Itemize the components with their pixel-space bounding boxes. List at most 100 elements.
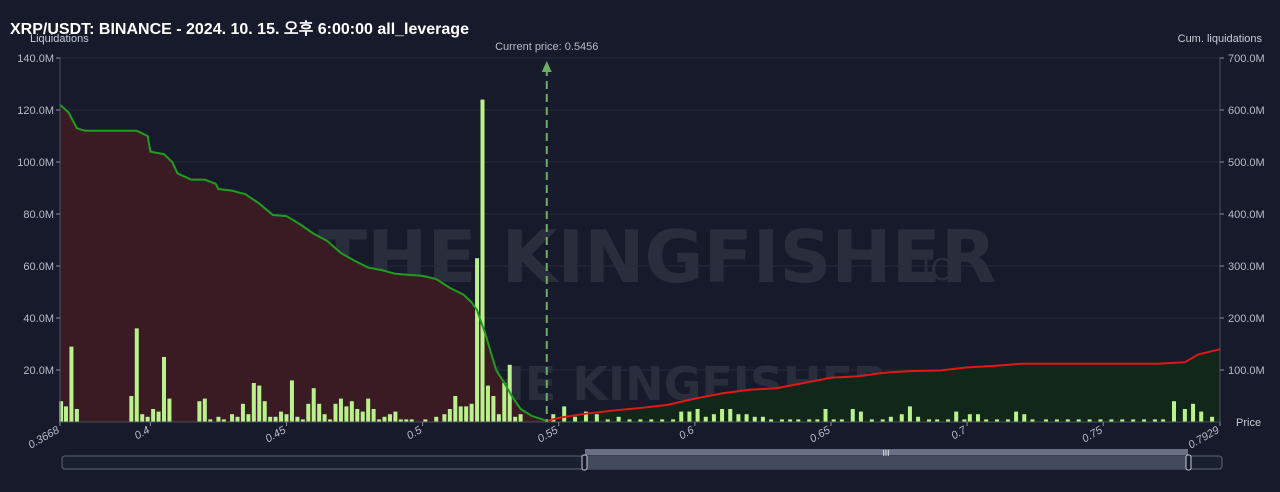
bar-5 bbox=[134, 328, 139, 422]
bar-28 bbox=[289, 380, 294, 422]
slider-left-handle[interactable] bbox=[581, 454, 588, 471]
bar-102 bbox=[869, 419, 874, 422]
bar-111 bbox=[954, 411, 959, 422]
bar-120 bbox=[1030, 419, 1035, 422]
bar-77 bbox=[649, 419, 654, 422]
x-tick-label-1: 0.4 bbox=[133, 424, 152, 442]
bar-64 bbox=[502, 383, 507, 422]
bar-48 bbox=[398, 419, 403, 422]
y-right-tick-label-6: 700.0M bbox=[1228, 53, 1265, 65]
bar-47 bbox=[393, 411, 398, 422]
y-right-tick-label-5: 600.0M bbox=[1228, 105, 1265, 117]
y-left-tick-label-1: 40.0M bbox=[23, 313, 54, 325]
bar-16 bbox=[221, 419, 226, 422]
bar-19 bbox=[240, 403, 245, 422]
bar-35 bbox=[328, 419, 333, 422]
bar-40 bbox=[355, 409, 360, 422]
range-slider[interactable]: III bbox=[61, 449, 1223, 471]
bar-73 bbox=[605, 419, 610, 422]
bar-18 bbox=[235, 416, 240, 422]
bar-71 bbox=[583, 411, 588, 422]
bar-32 bbox=[311, 388, 316, 422]
bar-129 bbox=[1131, 419, 1136, 422]
bar-59 bbox=[475, 258, 480, 422]
long-liquidation-area bbox=[546, 349, 1220, 422]
bar-84 bbox=[711, 414, 716, 422]
bar-29 bbox=[295, 416, 300, 422]
bar-81 bbox=[687, 411, 692, 422]
y-left-tick-label-5: 120.0M bbox=[17, 105, 54, 117]
y-right-tick-label-4: 500.0M bbox=[1228, 157, 1265, 169]
bar-26 bbox=[279, 411, 284, 422]
bar-46 bbox=[387, 414, 392, 422]
bar-62 bbox=[491, 396, 496, 422]
y-left-tick-label-3: 80.0M bbox=[23, 209, 54, 221]
bar-1 bbox=[63, 406, 68, 422]
bar-117 bbox=[1005, 419, 1010, 422]
bar-41 bbox=[360, 411, 365, 422]
watermark-suffix-large: .IO bbox=[912, 253, 954, 288]
bar-106 bbox=[907, 406, 912, 422]
bar-58 bbox=[469, 403, 474, 422]
bar-70 bbox=[573, 416, 578, 422]
bar-37 bbox=[338, 398, 343, 422]
x-tick-label-2: 0.45 bbox=[263, 424, 288, 446]
bar-83 bbox=[703, 416, 708, 422]
bar-103 bbox=[880, 419, 885, 422]
y-right-tick-label-2: 300.0M bbox=[1228, 261, 1265, 273]
bar-82 bbox=[695, 409, 700, 422]
slider-grip[interactable]: III bbox=[883, 449, 890, 458]
bar-135 bbox=[1191, 403, 1196, 422]
bar-39 bbox=[349, 401, 354, 422]
x-tick-label-8: 0.75 bbox=[1080, 424, 1105, 446]
bar-15 bbox=[216, 416, 221, 422]
bar-6 bbox=[140, 414, 145, 422]
current-price-label: Current price: 0.5456 bbox=[495, 41, 598, 53]
bar-27 bbox=[284, 414, 289, 422]
bar-94 bbox=[796, 419, 801, 422]
bar-20 bbox=[246, 414, 251, 422]
y-right-tick-label-0: 100.0M bbox=[1228, 365, 1265, 377]
bar-2 bbox=[69, 346, 74, 422]
bar-98 bbox=[831, 419, 836, 422]
bar-0 bbox=[59, 401, 64, 422]
bar-31 bbox=[306, 403, 311, 422]
bar-115 bbox=[984, 419, 989, 422]
bar-128 bbox=[1120, 419, 1125, 422]
x-tick-label-0: 0.3668 bbox=[26, 424, 62, 452]
bar-13 bbox=[202, 398, 207, 422]
bar-72 bbox=[594, 414, 599, 422]
bar-112 bbox=[962, 419, 967, 422]
bar-122 bbox=[1054, 419, 1059, 422]
bar-33 bbox=[317, 403, 322, 422]
bar-60 bbox=[480, 99, 485, 422]
bar-123 bbox=[1065, 419, 1070, 422]
x-axis-title: Price bbox=[1236, 417, 1261, 429]
bar-134 bbox=[1182, 409, 1187, 422]
x-tick-label-5: 0.6 bbox=[677, 424, 697, 442]
slider-right-handle[interactable] bbox=[1185, 454, 1192, 471]
x-tick-label-9: 0.7929 bbox=[1186, 424, 1221, 451]
bar-114 bbox=[975, 414, 980, 422]
bar-25 bbox=[273, 416, 278, 422]
bar-24 bbox=[268, 416, 273, 422]
bar-12 bbox=[197, 401, 202, 422]
bar-57 bbox=[464, 406, 469, 422]
bar-42 bbox=[366, 398, 371, 422]
bar-116 bbox=[995, 419, 1000, 422]
bar-43 bbox=[371, 409, 376, 422]
bar-108 bbox=[926, 419, 931, 422]
current-price-arrow bbox=[541, 61, 552, 72]
bar-22 bbox=[257, 385, 262, 422]
bar-95 bbox=[807, 419, 812, 422]
bar-131 bbox=[1152, 419, 1157, 422]
bar-105 bbox=[899, 414, 904, 422]
bar-130 bbox=[1142, 419, 1147, 422]
bar-series bbox=[59, 99, 1215, 422]
bar-44 bbox=[377, 419, 382, 422]
y-right-tick-label-3: 400.0M bbox=[1228, 209, 1265, 221]
bar-113 bbox=[967, 414, 972, 422]
bar-85 bbox=[720, 409, 725, 422]
slider-selection[interactable] bbox=[585, 456, 1188, 469]
bar-92 bbox=[779, 419, 784, 422]
